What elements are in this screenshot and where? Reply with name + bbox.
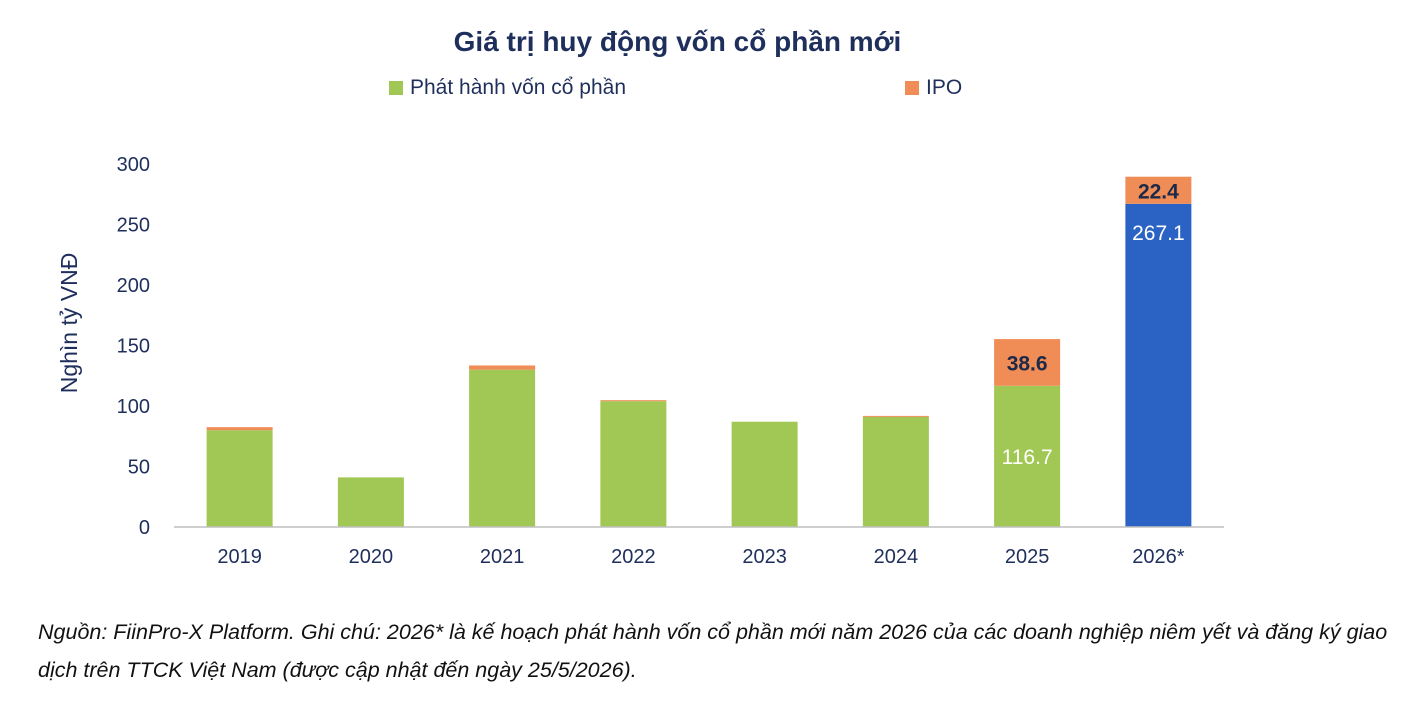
bar-ipo-2021 — [469, 365, 536, 370]
data-label-ipo-2025: 38.6 — [1007, 352, 1048, 375]
bar-phat-hanh-2020 — [337, 477, 404, 527]
chart-title: Giá trị huy động vốn cổ phần mới — [453, 26, 902, 57]
y-tick-label: 150 — [117, 336, 150, 358]
x-tick-label: 2023 — [742, 546, 787, 568]
x-tick-label: 2026* — [1132, 546, 1184, 568]
x-tick-label: 2022 — [611, 546, 656, 568]
bar-ipo-2024 — [862, 415, 929, 417]
y-axis-label: Nghìn tỷ VNĐ — [56, 253, 82, 394]
bar-ipo-2026plan — [1125, 176, 1192, 204]
y-tick-label: 0 — [139, 517, 150, 539]
bar-phat-hanh-2026plan — [1125, 203, 1192, 527]
bar-ipo-2025 — [994, 339, 1061, 386]
y-tick-label: 300 — [117, 154, 150, 176]
x-tick-label: 2020 — [349, 546, 394, 568]
legend-swatch-green — [389, 81, 403, 95]
bar-phat-hanh-2019 — [206, 430, 273, 527]
x-tick-label: 2024 — [874, 546, 919, 568]
y-tick-label: 50 — [128, 457, 150, 479]
legend-label-ipo: IPO — [926, 76, 963, 99]
bar-ipo-2019 — [206, 427, 273, 431]
y-tick-label: 200 — [117, 275, 150, 297]
x-tick-label: 2025 — [1005, 546, 1050, 568]
x-tick-label: 2019 — [217, 546, 262, 568]
legend-label-phat-hanh: Phát hành vốn cổ phần — [410, 76, 627, 99]
data-label-ipo-2026plan: 22.4 — [1138, 180, 1179, 203]
bar-phat-hanh-2025 — [994, 385, 1061, 527]
y-tick-label: 250 — [117, 215, 150, 237]
bar-ipo-2022 — [600, 400, 667, 402]
x-tick-label: 2021 — [480, 546, 525, 568]
data-label-phat-hanh-2026plan: 267.1 — [1132, 222, 1185, 245]
y-tick-label: 100 — [117, 396, 150, 418]
bar-phat-hanh-2021 — [469, 369, 536, 527]
data-label-phat-hanh-2025: 116.7 — [1002, 446, 1053, 469]
bar-phat-hanh-2022 — [600, 401, 667, 527]
bar-phat-hanh-2024 — [862, 416, 929, 527]
legend-item-ipo: IPO — [905, 74, 962, 102]
legend-item-phat-hanh: Phát hành vốn cổ phần — [389, 74, 626, 102]
source-note: Nguồn: FiinPro-X Platform. Ghi chú: 2026… — [38, 620, 1388, 682]
bar-phat-hanh-2023 — [731, 421, 798, 527]
legend-swatch-orange — [905, 81, 919, 95]
